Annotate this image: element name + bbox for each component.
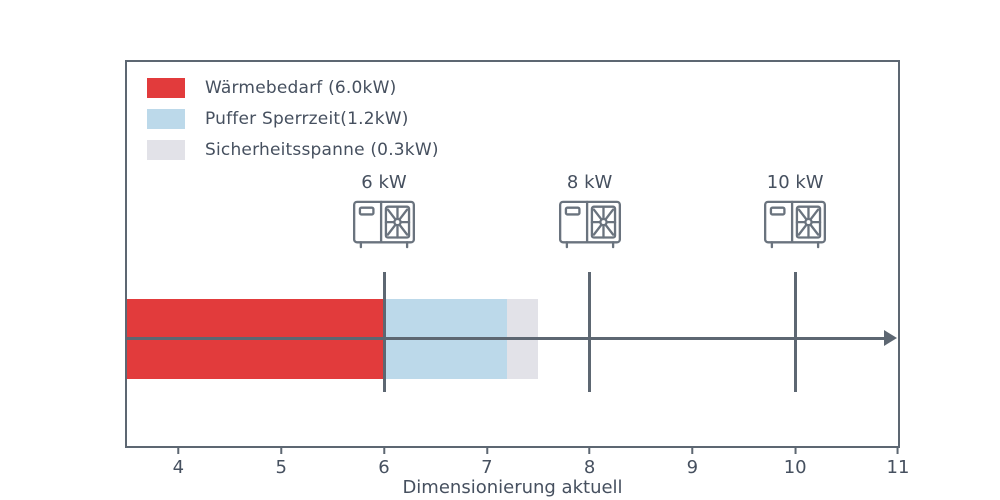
legend-label: Wärmebedarf (6.0kW): [205, 78, 397, 98]
x-tick-mark: [485, 448, 488, 454]
x-tick: 9: [687, 448, 698, 478]
x-tick: 11: [886, 448, 910, 478]
x-tick-mark: [382, 448, 385, 454]
pump-marker: 8 kW: [535, 172, 645, 392]
x-tick-label: 7: [481, 457, 493, 478]
heat-pump-icon: [763, 199, 827, 255]
x-tick-label: 8: [583, 457, 596, 478]
plot-area: Wärmebedarf (6.0kW) Puffer Sperrzeit(1.2…: [125, 60, 900, 448]
x-tick-label: 6: [378, 457, 390, 478]
pump-marker-label: 6 kW: [361, 172, 407, 193]
axis-arrow-head: [884, 330, 897, 346]
pump-marker-label: 10 kW: [766, 172, 824, 193]
x-tick-label: 9: [686, 457, 699, 478]
x-tick-label: 10: [783, 457, 807, 478]
x-tick-label: 4: [172, 457, 185, 478]
x-tick: 5: [275, 448, 287, 478]
x-tick-mark: [280, 448, 283, 454]
x-axis-title: Dimensionierung aktuell: [402, 477, 623, 498]
x-tick-label: 5: [275, 457, 287, 478]
heat-pump-icon: [352, 199, 416, 255]
legend-swatch-puffer-sperrzeit: [147, 109, 185, 129]
x-tick-mark: [794, 448, 797, 454]
legend-swatch-waermebedarf: [147, 78, 185, 98]
pump-marker: 6 kW: [329, 172, 439, 392]
legend: Wärmebedarf (6.0kW) Puffer Sperrzeit(1.2…: [147, 78, 439, 160]
x-tick-mark: [588, 448, 591, 454]
pump-marker: 10 kW: [740, 172, 850, 392]
x-tick: 10: [784, 448, 807, 478]
legend-item-puffer-sperrzeit: Puffer Sperrzeit(1.2kW): [147, 109, 439, 129]
legend-label: Puffer Sperrzeit(1.2kW): [205, 109, 409, 129]
x-tick-mark: [897, 448, 899, 454]
x-tick-mark: [691, 448, 694, 454]
legend-item-waermebedarf: Wärmebedarf (6.0kW): [147, 78, 439, 98]
axis-arrow-line: [127, 337, 886, 340]
x-axis-ticks: 4 5 6 7 8 9 10 11: [125, 448, 909, 482]
pump-marker-line: [588, 272, 592, 392]
x-tick-label: 11: [886, 457, 910, 478]
x-tick: 7: [481, 448, 493, 478]
pump-marker-label: 8 kW: [566, 172, 613, 193]
pump-marker-line: [793, 272, 797, 392]
legend-label: Sicherheitsspanne (0.3kW): [205, 140, 439, 160]
x-tick: 6: [378, 448, 390, 478]
x-tick: 8: [584, 448, 595, 478]
heat-pump-icon: [558, 199, 622, 255]
legend-item-sicherheitsspanne: Sicherheitsspanne (0.3kW): [147, 140, 439, 160]
pump-marker-line: [382, 272, 386, 392]
legend-swatch-sicherheitsspanne: [147, 140, 185, 160]
x-tick: 4: [173, 448, 184, 478]
x-tick-mark: [177, 448, 180, 454]
